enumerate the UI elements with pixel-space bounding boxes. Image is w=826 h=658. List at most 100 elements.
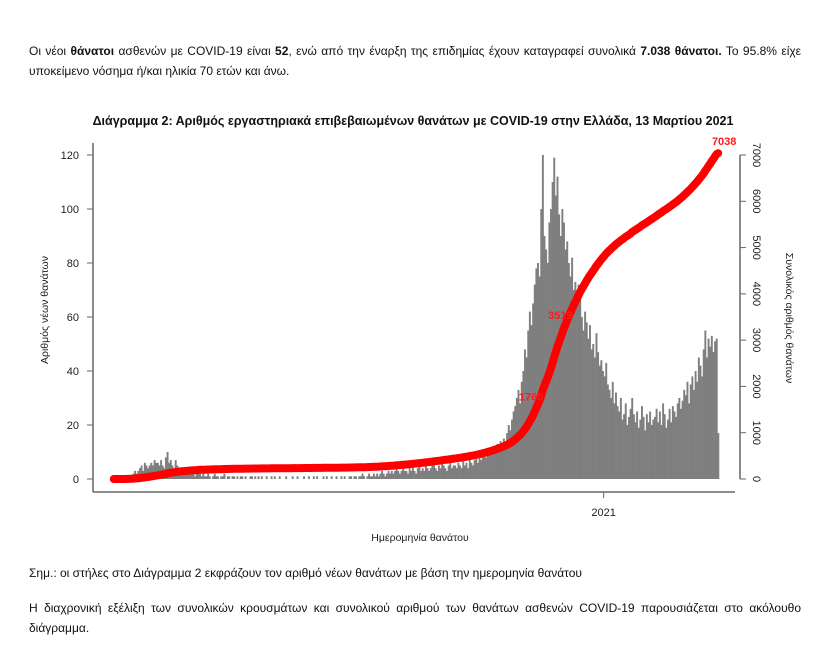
bar	[270, 476, 273, 479]
bar	[644, 430, 647, 479]
bar	[704, 330, 707, 479]
bar	[694, 371, 697, 479]
bar	[689, 384, 692, 479]
bar	[454, 465, 457, 479]
bar	[228, 476, 231, 479]
y-tick-label: 120	[61, 150, 79, 162]
y2-tick-label: 1000	[750, 420, 762, 444]
bar	[387, 470, 390, 479]
bar	[592, 344, 595, 479]
bar	[395, 468, 398, 479]
bar	[714, 341, 717, 479]
bar	[610, 398, 613, 479]
bar	[652, 419, 655, 479]
bar	[606, 384, 609, 479]
bar	[372, 473, 375, 479]
bar	[148, 465, 151, 479]
bar	[473, 460, 476, 479]
bar	[572, 290, 575, 479]
bar	[626, 425, 629, 479]
bar	[463, 465, 466, 479]
bar	[475, 454, 478, 479]
y2-tick-label: 2000	[750, 374, 762, 398]
bar	[350, 476, 353, 479]
bar	[197, 470, 200, 479]
intro-text: , ενώ από την έναρξη της επιδημίας έχουν…	[288, 44, 641, 58]
bar	[696, 381, 699, 479]
bar	[673, 411, 676, 479]
bar	[257, 476, 260, 479]
bar	[407, 473, 409, 479]
bar	[381, 470, 383, 479]
bar	[702, 349, 705, 479]
bar	[447, 465, 450, 479]
bar	[166, 452, 169, 479]
bar	[569, 276, 572, 479]
bar	[481, 452, 484, 479]
bar	[675, 416, 678, 479]
bar	[548, 222, 551, 479]
bar	[390, 470, 393, 479]
bar	[408, 468, 411, 479]
bar	[506, 433, 509, 479]
bar	[377, 476, 380, 479]
bar	[551, 182, 554, 479]
bar	[208, 476, 211, 479]
bar	[691, 376, 694, 479]
bar	[528, 311, 531, 479]
y-tick-label: 0	[73, 474, 79, 486]
bar	[207, 473, 210, 479]
bar	[389, 473, 392, 479]
bar	[499, 441, 502, 479]
bar	[511, 419, 513, 479]
bar	[220, 476, 223, 479]
bar	[628, 416, 630, 479]
bar	[192, 470, 195, 479]
bar	[494, 452, 497, 479]
bar	[223, 473, 226, 479]
bar	[325, 476, 328, 479]
bar	[368, 473, 370, 479]
bar	[509, 430, 512, 479]
bar	[576, 303, 578, 479]
bar	[671, 406, 674, 479]
bar	[611, 381, 614, 479]
bar	[543, 236, 546, 479]
bar	[205, 476, 208, 479]
bar	[429, 468, 432, 479]
bar	[233, 476, 236, 479]
bar	[449, 462, 452, 479]
bar	[260, 476, 263, 479]
bar	[410, 470, 413, 479]
intro-text: Οι νέοι	[29, 44, 71, 58]
bar	[265, 476, 268, 479]
bar	[155, 462, 158, 479]
bar	[416, 468, 419, 479]
bar	[483, 454, 486, 479]
bar	[577, 284, 580, 479]
chart-note: Σημ.: οι στήλες στο Διάγραμμα 2 εκφράζου…	[29, 566, 582, 580]
bar	[683, 389, 686, 479]
total-deaths-count: 7.038 θάνατοι.	[640, 44, 722, 58]
bar	[623, 414, 626, 479]
bar	[413, 470, 416, 479]
bar	[431, 465, 434, 479]
bar	[426, 468, 429, 479]
bar	[153, 460, 156, 479]
bar	[249, 476, 252, 479]
bar	[571, 257, 574, 479]
bar	[564, 249, 567, 479]
bar	[590, 349, 593, 479]
bar	[384, 476, 387, 479]
bar	[556, 176, 559, 479]
x-tick-label: 2021	[591, 507, 615, 519]
bar	[361, 473, 364, 479]
bar	[710, 335, 713, 479]
bar	[436, 470, 439, 479]
bar	[150, 462, 153, 479]
bar	[580, 317, 583, 479]
bar	[203, 476, 206, 479]
bar	[680, 408, 682, 479]
bar	[540, 209, 543, 479]
bar	[699, 365, 702, 479]
